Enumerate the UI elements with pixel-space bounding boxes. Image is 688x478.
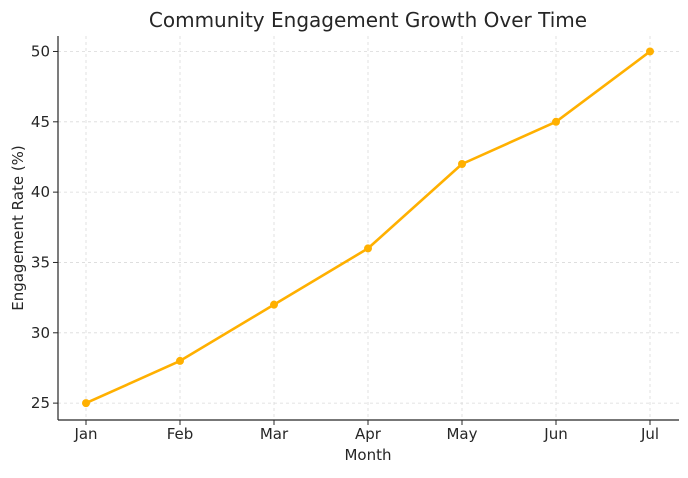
chart-title: Community Engagement Growth Over Time <box>149 8 587 32</box>
ticks: Jan Feb Mar Apr May Jun Jul 25 30 35 40 45 50 <box>31 42 659 443</box>
x-tick-label: Apr <box>355 425 382 443</box>
y-tick-label: 45 <box>31 113 50 131</box>
x-tick-label: Jun <box>543 425 567 443</box>
grid <box>58 36 679 420</box>
y-tick-label: 25 <box>31 394 50 412</box>
x-tick-label: May <box>446 425 477 443</box>
y-tick-label: 35 <box>31 253 50 271</box>
data-point <box>176 356 184 365</box>
data-point <box>646 47 654 56</box>
x-axis-label: Month <box>344 446 391 464</box>
x-tick-label: Jan <box>73 425 97 443</box>
data-point <box>458 160 466 168</box>
data-point <box>270 300 278 309</box>
data-point <box>82 399 90 408</box>
data-point <box>552 117 560 126</box>
x-tick-label: Jul <box>640 425 659 443</box>
x-tick-label: Feb <box>167 425 194 443</box>
x-tick-label: Mar <box>260 425 289 443</box>
y-tick-label: 30 <box>31 324 50 342</box>
axes <box>57 36 679 421</box>
series <box>82 47 654 408</box>
data-point <box>364 244 372 253</box>
y-axis-label: Engagement Rate (%) <box>9 145 27 311</box>
y-tick-label: 50 <box>31 42 50 60</box>
y-tick-label: 40 <box>31 183 50 201</box>
